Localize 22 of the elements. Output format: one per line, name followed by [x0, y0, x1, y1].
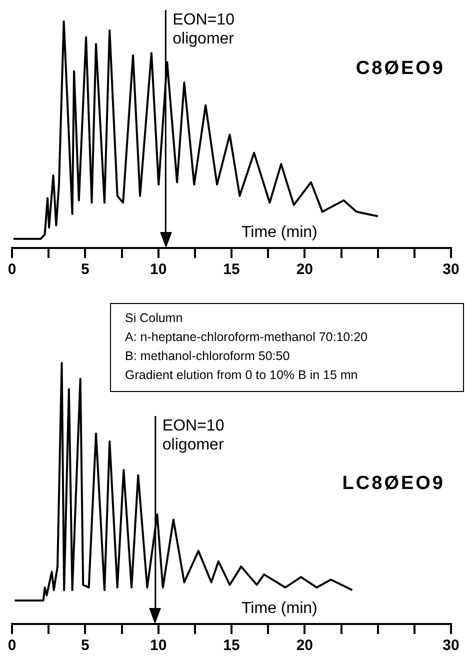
x-axis-title: Time (min) — [242, 600, 318, 618]
annotation: Gradient elution from 0 to 10% B in 15 mn — [125, 367, 359, 384]
x-tick-label: 5 — [80, 261, 90, 278]
x-tick-label: 30 — [442, 261, 460, 278]
x-tick-label: 20 — [296, 637, 314, 654]
ref-line-label: EON=10 oligomer — [162, 417, 224, 454]
annotation: LC8ØEO9 — [342, 473, 445, 496]
x-tick-label: 5 — [80, 637, 90, 654]
x-axis-title: Time (min) — [242, 224, 318, 242]
x-tick-label: 0 — [8, 637, 16, 654]
text: Si Column — [125, 310, 184, 327]
x-tick-label: 15 — [223, 261, 240, 278]
x-tick-label: 15 — [223, 637, 240, 654]
x-tick-label: 10 — [150, 261, 167, 278]
ref-line-label: EON=10 oligomer — [172, 11, 235, 48]
x-tick-label: 20 — [296, 261, 314, 278]
x-tick-label: 0 — [8, 261, 16, 278]
x-tick-label: 30 — [442, 637, 460, 654]
text: A: n-heptane-chloroform-methanol 70:10:20 — [125, 329, 369, 346]
text: B: methanol-chloroform 50:50 — [125, 348, 291, 365]
x-tick-label: 10 — [150, 637, 167, 654]
annotation: C8ØEO9 — [356, 58, 445, 80]
